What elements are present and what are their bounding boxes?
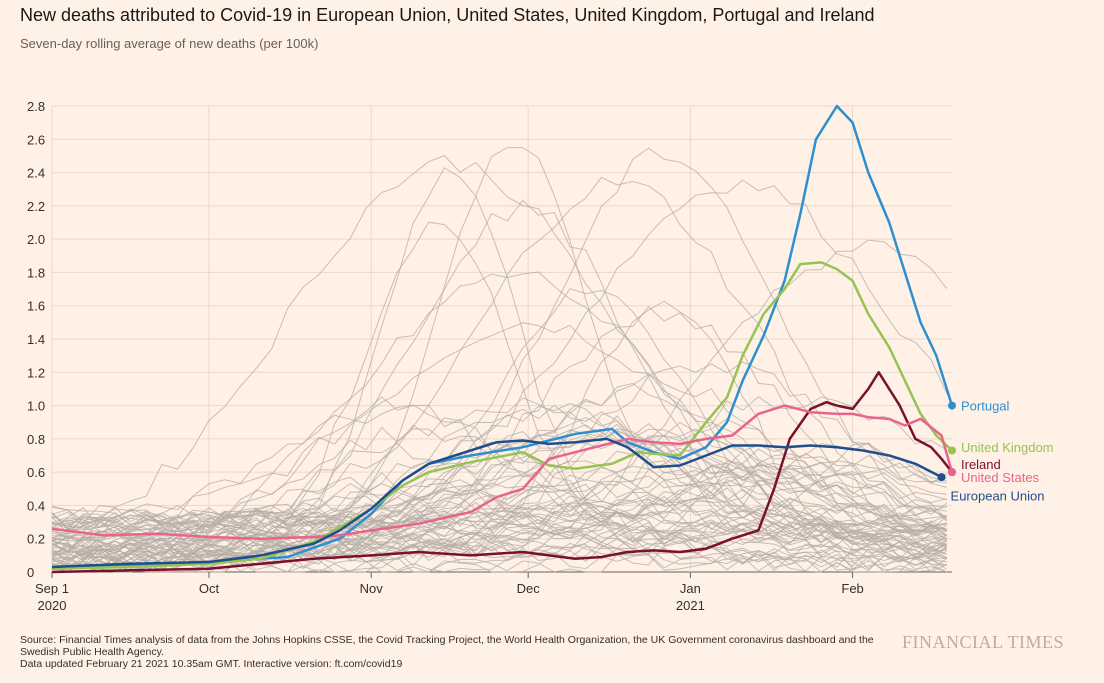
x-tick-label: Oct (199, 581, 220, 596)
background-country-line (51, 441, 948, 568)
background-country-line (51, 521, 947, 551)
background-country-line (51, 430, 947, 552)
series-line-ireland (51, 371, 953, 574)
y-tick-label: 2.4 (27, 166, 45, 181)
background-country-line (51, 462, 947, 530)
y-tick-label: 0.8 (27, 432, 45, 447)
background-country-line (51, 552, 947, 573)
series-label-united-kingdom: United Kingdom (961, 440, 1054, 455)
background-country-line (51, 498, 948, 529)
series-label-ireland: Ireland (961, 457, 1001, 472)
chart-title: New deaths attributed to Covid-19 in Eur… (20, 5, 875, 25)
y-tick-label: 2.0 (27, 232, 45, 247)
series-label-united-states: United States (961, 470, 1040, 485)
other-countries-lines (51, 147, 948, 573)
background-country-line (51, 155, 948, 560)
series-line-portugal (51, 104, 954, 570)
y-tick-label: 2.2 (27, 199, 45, 214)
chart-subtitle: Seven-day rolling average of new deaths … (20, 36, 319, 51)
background-country-line (51, 288, 947, 531)
x-tick-year-label: 2021 (676, 598, 705, 613)
series-line-united-states (51, 404, 954, 540)
x-tick-label: Dec (517, 581, 541, 596)
ft-logo: FINANCIAL TIMES (902, 632, 1065, 652)
y-tick-label: 1.6 (27, 299, 45, 314)
background-country-line (51, 428, 947, 570)
background-country-line (51, 490, 947, 524)
series-end-dot-united-kingdom (948, 446, 956, 455)
y-tick-label: 1.2 (27, 365, 45, 380)
background-country-line (51, 491, 948, 573)
x-tick-label: Nov (360, 581, 384, 596)
source-note: Source: Financial Times analysis of data… (20, 634, 874, 658)
background-country-line (51, 322, 948, 522)
background-country-line (51, 472, 948, 530)
x-tick-label: Sep 1 (35, 581, 69, 596)
y-tick-label: 2.6 (27, 132, 45, 147)
background-country-line (51, 439, 948, 552)
y-axis: 0 0.2 0.4 0.6 0.8 1.0 1.2 1.4 1.6 1.8 2.0 2.2 2.4 2.6… (27, 99, 45, 580)
background-country-line (51, 176, 948, 573)
y-tick-label: 0.4 (27, 498, 45, 513)
background-country-line (51, 488, 947, 543)
y-tick-label: 1.4 (27, 332, 45, 347)
background-country-line (51, 147, 947, 530)
x-tick-label: Feb (841, 581, 863, 596)
series-end-dot-portugal (948, 401, 956, 410)
y-tick-label: 0.6 (27, 465, 45, 480)
update-note: Data updated February 21 2021 10.35am GM… (20, 658, 403, 670)
background-country-line (51, 373, 948, 524)
y-tick-label: 1.8 (27, 265, 45, 280)
y-tick-label: 0.2 (27, 532, 45, 547)
x-tick-label: Jan (680, 581, 701, 596)
background-country-line (51, 471, 948, 573)
background-country-line (51, 540, 947, 568)
x-axis: Sep 1 2020 Oct Nov Dec Jan 2021 Feb (35, 572, 864, 613)
line-chart: 0 0.2 0.4 0.6 0.8 1.0 1.2 1.4 1.6 1.8 2.0 2.2 2.4 2.6… (27, 99, 1054, 613)
y-tick-label: 1.0 (27, 399, 45, 414)
background-country-line (51, 460, 947, 527)
background-country-line (51, 179, 948, 569)
background-country-line (51, 462, 947, 542)
series-end-dot-european-union (937, 473, 946, 482)
series-end-dot-united-states (948, 468, 956, 477)
background-country-line (51, 510, 948, 542)
footer: Source: Financial Times analysis of data… (20, 634, 900, 670)
series-line-united-kingdom (51, 261, 953, 570)
y-tick-label: 0 (27, 565, 34, 580)
background-country-line (51, 147, 947, 537)
highlighted-series (51, 104, 956, 574)
x-tick-year-label: 2020 (38, 598, 67, 613)
background-country-line (51, 442, 948, 557)
series-label-portugal: Portugal (961, 399, 1010, 414)
series-line-european-union (51, 437, 943, 569)
series-label-european-union: European Union (951, 488, 1045, 503)
background-country-line (51, 444, 948, 564)
y-tick-label: 2.8 (27, 99, 45, 114)
